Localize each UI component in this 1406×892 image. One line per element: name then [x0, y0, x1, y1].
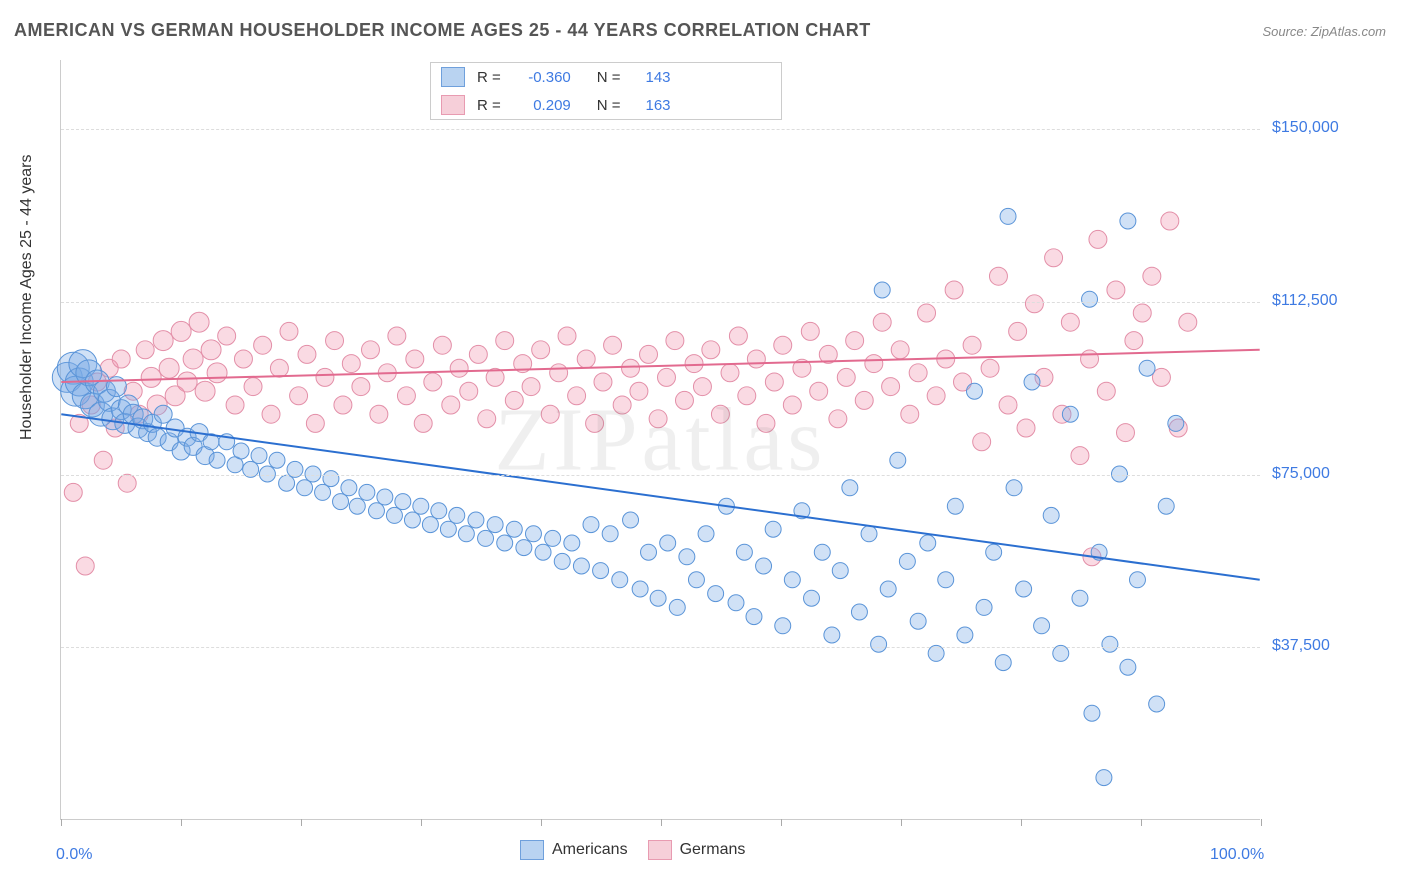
y-axis-label: Householder Income Ages 25 - 44 years [18, 155, 36, 441]
stats-legend: R = -0.360 N = 143 R = 0.209 N = 163 [430, 62, 782, 120]
germans-swatch-icon [648, 840, 672, 860]
americans-r-value: -0.360 [511, 69, 571, 86]
americans-swatch-icon [520, 840, 544, 860]
germans-r-value: 0.209 [511, 97, 571, 114]
x-axis-max-label: 100.0% [1210, 846, 1264, 864]
series-legend: Americans Germans [520, 840, 745, 860]
legend-item-americans: Americans [520, 840, 628, 860]
stats-row-americans: R = -0.360 N = 143 [431, 63, 781, 91]
source-label: Source: ZipAtlas.com [1262, 24, 1386, 39]
legend-item-germans: Germans [648, 840, 746, 860]
y-tick-label: $75,000 [1272, 465, 1330, 483]
r-label: R = [477, 97, 501, 114]
stats-row-germans: R = 0.209 N = 163 [431, 91, 781, 119]
americans-swatch-icon [441, 67, 465, 87]
n-label: N = [597, 69, 621, 86]
n-label: N = [597, 97, 621, 114]
germans-label: Germans [680, 841, 746, 859]
plot-area: ZIPatlas [60, 60, 1260, 820]
y-tick-label: $112,500 [1272, 292, 1338, 310]
r-label: R = [477, 69, 501, 86]
americans-n-value: 143 [631, 69, 671, 86]
plot-svg [61, 60, 1260, 819]
y-tick-label: $37,500 [1272, 637, 1330, 655]
chart-container: AMERICAN VS GERMAN HOUSEHOLDER INCOME AG… [0, 0, 1406, 892]
chart-title: AMERICAN VS GERMAN HOUSEHOLDER INCOME AG… [14, 20, 871, 41]
x-axis-min-label: 0.0% [56, 846, 92, 864]
y-tick-label: $150,000 [1272, 119, 1339, 137]
germans-swatch-icon [441, 95, 465, 115]
germans-n-value: 163 [631, 97, 671, 114]
americans-label: Americans [552, 841, 628, 859]
